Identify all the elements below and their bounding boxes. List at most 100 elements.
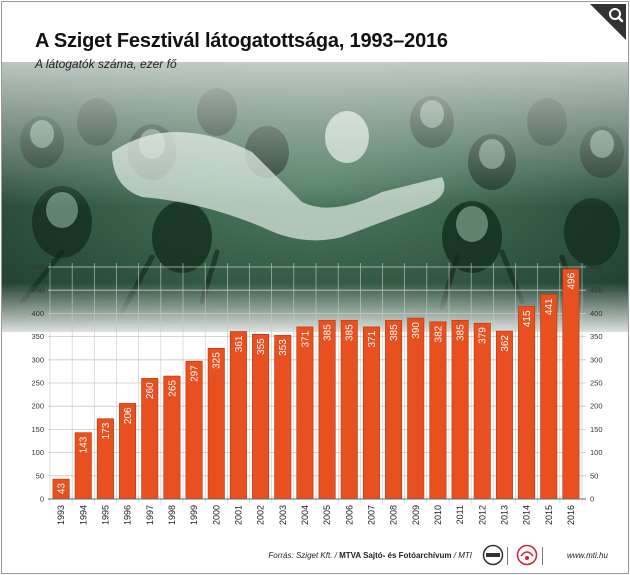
x-tick-label: 1995 — [100, 505, 110, 525]
chart-subtitle: A látogatók száma, ezer fő — [35, 57, 177, 71]
bar — [362, 326, 380, 500]
bar — [252, 333, 270, 500]
y-tick-label-left: 0 — [40, 495, 44, 504]
bar-value-label: 415 — [522, 310, 533, 327]
bar — [296, 326, 314, 500]
y-tick-label-left: 50 — [36, 471, 44, 480]
source-note: Forrás: Sziget Kft. / MTVA Sajtó- és Fot… — [268, 551, 472, 560]
y-tick-label-left: 400 — [31, 309, 44, 318]
x-tick-label: 2004 — [300, 505, 310, 525]
grid-lines — [48, 263, 586, 503]
x-tick-label: 2002 — [256, 505, 266, 525]
x-tick-label: 2013 — [499, 505, 509, 525]
bar — [229, 331, 247, 500]
x-tick-label: 2012 — [477, 505, 487, 525]
bar-value-label: 385 — [323, 324, 334, 341]
y-tick-label-left: 150 — [31, 425, 44, 434]
bar-value-label: 353 — [278, 339, 289, 356]
bar — [207, 347, 225, 500]
bar — [473, 322, 491, 500]
x-tick-label: 2006 — [344, 505, 354, 525]
logo-divider — [542, 547, 543, 565]
mti-logo — [516, 544, 538, 566]
x-tick-label: 2005 — [322, 505, 332, 525]
logo-divider — [507, 547, 508, 565]
source-agency: MTVA Sajtó- és Fotóarchívum — [339, 551, 452, 560]
x-tick-label: 2009 — [411, 505, 421, 525]
y-tick-label-right: 300 — [590, 355, 603, 364]
bar — [540, 294, 558, 500]
bar-value-label: 496 — [566, 272, 577, 289]
x-tick-label: 2014 — [522, 505, 532, 525]
x-tick-label: 2008 — [389, 505, 399, 525]
y-tick-label-left: 300 — [31, 355, 44, 364]
x-tick-label: 2016 — [566, 505, 576, 525]
bar — [518, 306, 536, 500]
x-tick-label: 1996 — [123, 505, 133, 525]
bars: 43 143 173 206 260 265 297 325 361 355 353 371 385 38… — [52, 268, 580, 500]
x-tick-label: 2015 — [544, 505, 554, 525]
x-tick-label: 2001 — [233, 505, 243, 525]
website-url[interactable]: www.mti.hu — [567, 551, 608, 560]
mtva-logo — [482, 544, 504, 566]
x-tick-label: 2000 — [211, 505, 221, 525]
axes: 0 0 50 50 100 100 150 150 200 200 250 250 300 300 350 3… — [31, 263, 602, 526]
bar-value-label: 260 — [145, 382, 156, 399]
bar — [274, 334, 292, 500]
bar-value-label: 390 — [411, 322, 422, 339]
y-tick-label-right: 500 — [590, 263, 603, 272]
bar — [340, 320, 358, 500]
bar — [385, 320, 403, 500]
bar-value-label: 371 — [300, 330, 311, 347]
x-tick-label: 1997 — [145, 505, 155, 525]
y-tick-label-right: 100 — [590, 448, 603, 457]
bar — [318, 320, 336, 500]
y-tick-label-left: 200 — [31, 402, 44, 411]
y-tick-label-left: 450 — [31, 286, 44, 295]
x-tick-label: 2007 — [366, 505, 376, 525]
bar-value-label: 43 — [57, 483, 68, 495]
bar-value-label: 385 — [389, 324, 400, 341]
x-tick-label: 1998 — [167, 505, 177, 525]
bar — [495, 330, 513, 500]
bar-value-label: 325 — [212, 352, 223, 369]
x-tick-label: 2003 — [278, 505, 288, 525]
bar-value-label: 265 — [167, 380, 178, 397]
bar-value-label: 441 — [544, 298, 555, 315]
crowd-photo-background — [2, 2, 628, 332]
x-tick-label: 1993 — [56, 505, 66, 525]
bar-value-label: 385 — [456, 324, 467, 341]
magnifier-icon[interactable] — [590, 4, 626, 40]
bar-value-label: 361 — [234, 335, 245, 352]
x-tick-label: 2010 — [433, 505, 443, 525]
bar — [407, 317, 425, 500]
y-tick-label-right: 50 — [590, 471, 598, 480]
bar-value-label: 385 — [345, 324, 356, 341]
y-tick-label-right: 450 — [590, 286, 603, 295]
y-tick-label-right: 350 — [590, 332, 603, 341]
bar-value-label: 297 — [190, 365, 201, 382]
x-tick-label: 2011 — [455, 505, 465, 524]
chart-title: A Sziget Fesztivál látogatottsága, 1993–… — [35, 30, 448, 52]
bar-value-label: 206 — [123, 407, 134, 424]
bar-value-label: 362 — [500, 335, 511, 352]
y-tick-label-right: 150 — [590, 425, 603, 434]
y-tick-label-left: 250 — [31, 379, 44, 388]
y-tick-label-left: 100 — [31, 448, 44, 457]
bar-value-label: 379 — [478, 327, 489, 344]
bar-value-label: 371 — [367, 330, 378, 347]
y-tick-label-right: 200 — [590, 402, 603, 411]
bar-value-label: 355 — [256, 338, 267, 355]
x-tick-label: 1999 — [189, 505, 199, 525]
bar — [562, 268, 580, 500]
bar-value-label: 382 — [433, 325, 444, 342]
y-tick-label-right: 400 — [590, 309, 603, 318]
y-tick-label-right: 0 — [590, 495, 594, 504]
y-tick-label-left: 350 — [31, 332, 44, 341]
y-tick-label-left: 500 — [31, 263, 44, 272]
bar — [451, 320, 469, 500]
x-tick-label: 1994 — [78, 505, 88, 525]
bar-value-label: 143 — [79, 436, 90, 453]
